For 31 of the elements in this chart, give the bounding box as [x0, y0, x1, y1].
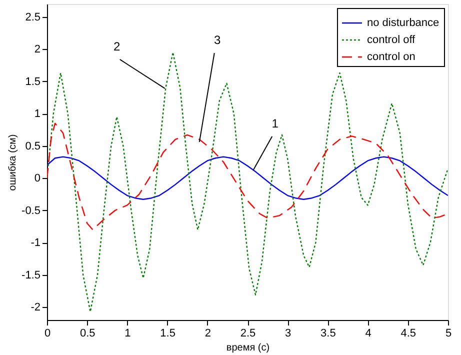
legend-label: control on: [367, 51, 416, 63]
annotation: 1: [272, 116, 279, 130]
x-tick-label: 1.5: [160, 328, 176, 340]
y-tick-label: 1.5: [25, 76, 40, 88]
x-tick-label: 0: [44, 328, 51, 340]
x-tick-label: 2: [204, 328, 211, 340]
y-tick-label: -0.5: [22, 204, 40, 217]
x-tick-label: 3.5: [320, 328, 336, 340]
y-tick-label: -1: [30, 237, 40, 250]
legend-label: no disturbance: [367, 17, 440, 29]
y-axis-title: ошибка (см): [8, 134, 19, 191]
x-tick-label: 0.5: [80, 328, 96, 340]
y-tick-label: 2: [34, 44, 40, 56]
x-tick-label: 1: [124, 328, 131, 340]
x-axis-title: время (с): [226, 342, 270, 354]
annotation: 2: [114, 39, 121, 54]
y-tick-label: -2: [30, 302, 40, 314]
x-tick-label: 4.5: [400, 328, 416, 340]
x-tick-label: 3: [285, 328, 292, 340]
annotation: 3: [214, 33, 222, 48]
y-tick-label: 2.5: [25, 11, 40, 24]
line-series: [47, 52, 448, 312]
y-tick-label: 0.5: [25, 140, 40, 152]
x-tick-label: 4: [365, 328, 372, 340]
legend-label: control off: [367, 34, 416, 46]
y-tick-label: 0: [34, 172, 40, 185]
x-tick-label: 5: [445, 328, 452, 340]
x-tick-label: 2.5: [240, 328, 256, 340]
line-series: [47, 156, 448, 200]
y-tick-label: 1: [34, 108, 40, 120]
y-tick-label: -1.5: [22, 269, 40, 282]
